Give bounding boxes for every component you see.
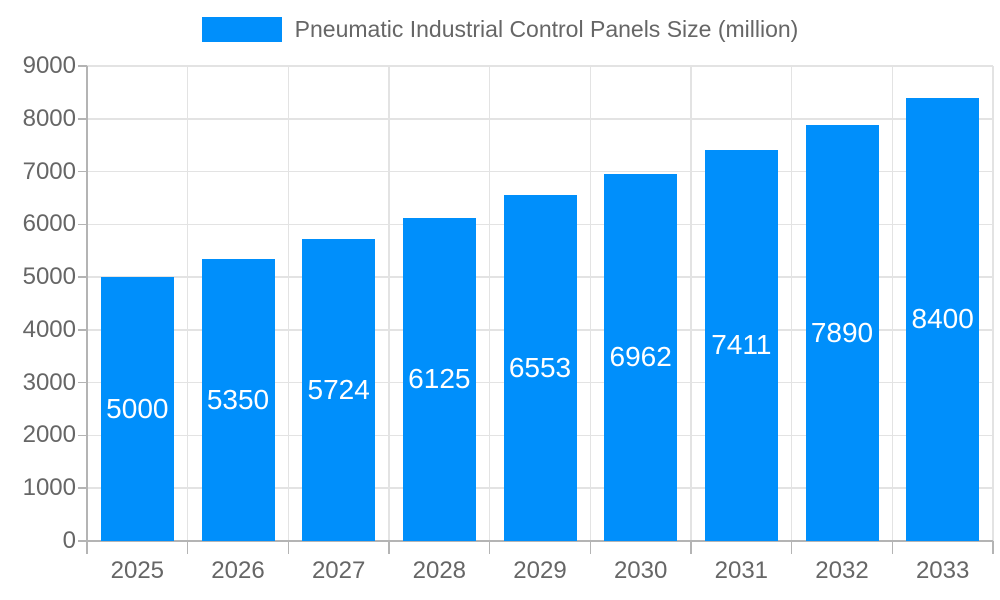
y-axis-label: 9000	[22, 52, 76, 79]
y-axis-line	[86, 66, 88, 554]
bar[interactable]: 8400	[906, 97, 980, 541]
bar-value-label: 7411	[711, 329, 772, 361]
y-axis-tick	[78, 381, 87, 384]
x-axis-tick	[891, 541, 894, 554]
x-axis-label: 2028	[412, 557, 467, 584]
x-gridline	[790, 66, 793, 541]
y-axis-label: 8000	[22, 104, 76, 132]
x-gridline	[589, 66, 592, 541]
bar[interactable]: 5350	[201, 258, 275, 541]
bar[interactable]: 6125	[402, 217, 476, 541]
x-axis-tick	[690, 541, 692, 554]
x-axis-label: 2032	[815, 557, 869, 584]
x-gridline	[287, 66, 290, 541]
x-axis-label: 2031	[714, 557, 769, 584]
y-axis-label: 5000	[22, 263, 76, 291]
y-gridline	[87, 118, 993, 120]
legend-label: Pneumatic Industrial Control Panels Size…	[294, 16, 799, 42]
legend-swatch-icon	[201, 17, 282, 42]
x-gridline	[992, 66, 994, 541]
y-axis-label: 1000	[22, 474, 76, 502]
y-axis-tick	[78, 223, 87, 226]
y-axis-tick	[78, 65, 87, 67]
x-axis-label: 2027	[311, 557, 366, 584]
bar-value-label: 5000	[106, 393, 169, 425]
bar-value-label: 8400	[911, 303, 974, 335]
y-axis-tick	[78, 170, 87, 173]
y-axis-tick	[78, 118, 87, 120]
y-axis-label: 0	[62, 527, 76, 554]
bar-value-label: 6962	[609, 341, 672, 373]
y-axis-tick	[78, 434, 87, 437]
y-axis-label: 3000	[22, 368, 76, 396]
y-axis-label: 7000	[22, 157, 76, 185]
bar[interactable]: 7411	[704, 149, 778, 541]
x-axis-label: 2025	[110, 557, 165, 584]
bar[interactable]: 5000	[100, 277, 174, 541]
bar-value-label: 5724	[307, 373, 370, 405]
y-axis-tick	[78, 276, 87, 278]
bar-value-label: 6125	[408, 363, 471, 395]
bar[interactable]: 5724	[302, 238, 376, 541]
y-axis-label: 2000	[22, 421, 76, 449]
x-axis-label: 2033	[915, 557, 970, 584]
plot-area: 5000 5350 5724 6125 6553 6962 7411 7890 8400	[78, 65, 994, 554]
x-axis-tick	[790, 541, 793, 554]
bar[interactable]: 6553	[503, 195, 577, 541]
x-gridline	[388, 66, 390, 541]
chart-legend[interactable]: Pneumatic Industrial Control Panels Size…	[0, 17, 1000, 42]
x-axis-tick	[992, 541, 994, 554]
y-axis-label: 4000	[22, 315, 76, 343]
x-axis-label: 2029	[513, 557, 567, 584]
x-axis-tick	[488, 541, 491, 554]
x-axis-label: 2030	[613, 557, 668, 584]
y-axis-tick	[78, 329, 87, 331]
y-axis-label: 6000	[22, 210, 76, 238]
x-axis-tick	[589, 541, 592, 554]
x-axis-line	[78, 540, 993, 542]
x-axis-tick	[287, 541, 290, 554]
bar-value-label: 7890	[810, 316, 874, 348]
bar[interactable]: 6962	[604, 173, 678, 541]
bar-value-label: 6553	[508, 352, 572, 384]
x-axis-tick	[388, 541, 390, 554]
x-gridline	[186, 66, 189, 541]
x-gridline	[891, 66, 894, 541]
x-axis-tick	[186, 541, 189, 554]
x-gridline	[690, 66, 692, 541]
x-axis-label: 2026	[211, 557, 265, 584]
y-gridline	[87, 170, 993, 173]
x-gridline	[488, 66, 491, 541]
bar[interactable]: 7890	[805, 124, 879, 541]
y-gridline	[87, 65, 993, 67]
y-axis-tick	[78, 487, 87, 489]
bar-value-label: 5350	[206, 383, 270, 415]
